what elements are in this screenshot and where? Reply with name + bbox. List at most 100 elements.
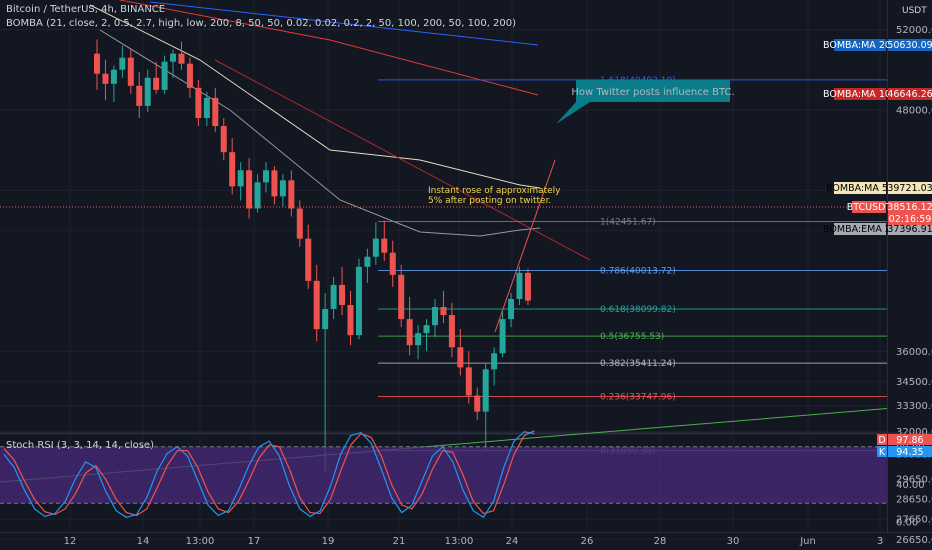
candle-body[interactable]: [212, 97, 219, 127]
x-tick-label: 28: [654, 536, 667, 547]
candle-body[interactable]: [372, 238, 379, 257]
candle-body[interactable]: [381, 238, 388, 253]
candle-body[interactable]: [508, 298, 515, 320]
note-text: 5% after posting on twitter.: [428, 196, 551, 206]
candle-body[interactable]: [102, 73, 109, 84]
x-tick-label: 12: [64, 536, 77, 547]
candle-body[interactable]: [229, 152, 236, 187]
candle-body[interactable]: [423, 325, 430, 334]
price-tick-label: 52000.00: [896, 25, 932, 36]
candle-body[interactable]: [186, 63, 193, 88]
ma-value-label: 39721.03: [887, 183, 932, 194]
fib-level-label: 0.786(40013.72): [600, 267, 676, 277]
candle-body[interactable]: [246, 170, 253, 209]
price-tick-label: 48000.00: [896, 105, 932, 116]
candle-body[interactable]: [144, 77, 151, 106]
candle-body[interactable]: [313, 280, 320, 330]
ma-value-badge: [888, 39, 932, 51]
candle-body[interactable]: [432, 307, 438, 326]
ma-name-badge: [834, 182, 886, 194]
candle-body[interactable]: [415, 333, 422, 346]
candle-body[interactable]: [153, 77, 160, 90]
candle-body[interactable]: [110, 69, 117, 84]
ma-value-badge: [888, 182, 932, 194]
ma-name-label: BOMBA:EMA 21: [823, 224, 897, 235]
price-tick-label: 29650.00: [896, 474, 932, 485]
candle-body[interactable]: [288, 180, 295, 209]
candle-body[interactable]: [237, 170, 244, 187]
candle-body[interactable]: [364, 256, 371, 267]
candle-body[interactable]: [305, 238, 312, 281]
ma-value-label: 50630.09: [887, 40, 932, 51]
ma-name-label: BOMBA:MA 100: [823, 89, 897, 100]
x-tick-label: 30: [727, 536, 740, 547]
x-tick-label: 24: [506, 536, 519, 547]
x-tick-label: 21: [393, 536, 406, 547]
ma-value-badge: [888, 223, 932, 235]
candle-body[interactable]: [398, 274, 405, 320]
candle-body[interactable]: [263, 170, 269, 183]
ma100-line: [119, 0, 539, 96]
stoch-k-value: 94.35: [896, 447, 923, 458]
candle-body[interactable]: [203, 97, 210, 118]
price-tick-label: 32000.00: [896, 427, 932, 438]
ma-value-label: 46646.26: [887, 89, 932, 100]
candle-body[interactable]: [119, 57, 126, 70]
candle-body[interactable]: [178, 53, 185, 64]
x-tick-label: Jun: [799, 536, 816, 547]
candle-body[interactable]: [339, 284, 346, 306]
symbol-badge: [852, 201, 886, 213]
candle-body[interactable]: [457, 347, 464, 368]
price-tick-label: 27650.00: [896, 515, 932, 526]
axis-currency: USDT: [902, 6, 927, 16]
candle-body[interactable]: [136, 85, 143, 106]
fib-level-label: 0.382(35411.24): [600, 359, 676, 369]
candle-body[interactable]: [448, 315, 455, 348]
stoch-d-tag: [877, 434, 887, 445]
fib-level-label: 0.618(38099.82): [600, 305, 676, 315]
symbol-badge-label: BTCUSDT: [847, 202, 892, 213]
fib-level-label: 0.5(36755.53): [600, 332, 664, 342]
candle-body[interactable]: [220, 126, 227, 153]
candle-body[interactable]: [524, 272, 531, 301]
stoch-k-line: [3, 431, 535, 519]
candle-body[interactable]: [465, 367, 472, 396]
ema21-line: [99, 29, 541, 237]
stoch-title: Stoch RSI (3, 3, 14, 14, close): [6, 440, 154, 451]
candle-body[interactable]: [389, 252, 396, 275]
candle-body[interactable]: [279, 180, 286, 197]
candle-body[interactable]: [347, 305, 354, 336]
stoch-k-tag: [877, 446, 887, 457]
candle-body[interactable]: [482, 369, 489, 412]
candle-body[interactable]: [355, 266, 362, 336]
candle-body[interactable]: [330, 284, 337, 310]
candle-body[interactable]: [499, 319, 506, 354]
stoch-d-value: 97.86: [896, 435, 923, 446]
candle-body[interactable]: [474, 395, 481, 412]
stoch-tick-label: 0.00: [896, 518, 918, 529]
candle-body[interactable]: [271, 170, 278, 197]
current-price-label: 38516.12: [887, 202, 932, 213]
candle-body[interactable]: [296, 208, 303, 239]
candle-body[interactable]: [161, 61, 168, 90]
price-tick-label: 33300.00: [896, 401, 932, 412]
candle-body[interactable]: [491, 353, 498, 370]
fib-level-label: 1(42451.67): [600, 218, 656, 228]
stoch-k-value-badge: [888, 446, 932, 457]
descending-resistance-line: [214, 59, 591, 261]
x-tick-label: 17: [248, 536, 261, 547]
candle-body[interactable]: [406, 319, 413, 346]
callout-text: How Twitter posts influence BTC.: [571, 87, 734, 98]
candle-body[interactable]: [170, 53, 177, 62]
candle-body[interactable]: [94, 53, 100, 74]
candle-body[interactable]: [127, 57, 134, 86]
stoch-tick-label: 40.00: [896, 480, 925, 491]
candle-body[interactable]: [254, 182, 261, 209]
countdown-label: 02:16:59: [889, 214, 932, 225]
candle-body[interactable]: [195, 87, 202, 118]
ma200-line: [149, 1, 539, 46]
candle-body[interactable]: [440, 307, 447, 316]
candle-body[interactable]: [516, 272, 523, 299]
candle-body[interactable]: [322, 309, 329, 330]
